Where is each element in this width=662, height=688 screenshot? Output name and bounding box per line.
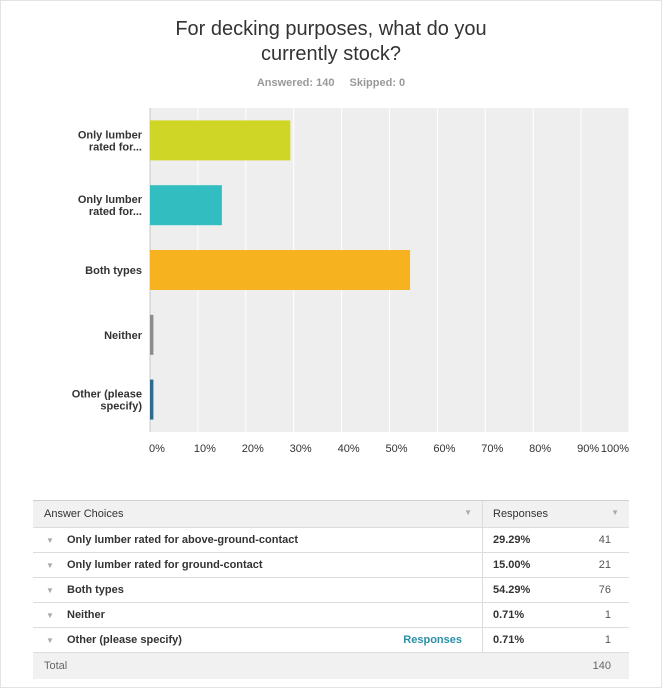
- x-tick-label: 60%: [433, 443, 455, 455]
- table-header: Answer Choices ▼ Responses ▼: [33, 500, 629, 528]
- x-tick-label: 50%: [385, 443, 407, 455]
- skipped-count: Skipped: 0: [349, 77, 406, 89]
- response-count: 1: [565, 627, 629, 653]
- response-stats: Answered: 140 Skipped: 0: [0, 77, 662, 89]
- category-label: rated for...: [89, 141, 142, 153]
- expand-caret-icon[interactable]: ▼: [33, 577, 67, 603]
- x-tick-label: 10%: [194, 443, 216, 455]
- table-row: ▼ Only lumber rated for above-ground-cont…: [33, 527, 629, 553]
- response-percent: 54.29%: [482, 577, 565, 603]
- response-count: 76: [565, 577, 629, 603]
- responses-header-label: Responses: [493, 508, 549, 520]
- answer-choice: Only lumber rated for above-ground-conta…: [67, 527, 377, 553]
- category-label: Other (please: [72, 389, 142, 401]
- answer-choice: Other (please specify): [67, 627, 377, 653]
- answer-choices-header-label: Answer Choices: [44, 508, 124, 520]
- expand-caret-icon[interactable]: ▼: [33, 552, 67, 578]
- responses-link: [376, 552, 483, 578]
- bar: [150, 314, 154, 355]
- bar: [150, 120, 291, 161]
- responses-link: [376, 577, 483, 603]
- table-row: ▼ Neither 0.71% 1: [33, 602, 629, 628]
- response-count: 1: [565, 602, 629, 628]
- category-label: Both types: [85, 265, 142, 277]
- x-tick-label: 40%: [338, 443, 360, 455]
- table-row: ▼ Other (please specify) Responses 0.71% 1: [33, 627, 629, 653]
- x-tick-label: 80%: [529, 443, 551, 455]
- expand-caret-icon[interactable]: ▼: [33, 602, 67, 628]
- table-row: ▼ Both types 54.29% 76: [33, 577, 629, 603]
- x-tick-label: 100%: [601, 443, 629, 455]
- bar: [150, 379, 154, 420]
- total-label: Total: [33, 652, 483, 679]
- responses-link: [376, 602, 483, 628]
- category-label: rated for...: [89, 206, 142, 218]
- category-label: Only lumber: [78, 129, 143, 141]
- expand-caret-icon[interactable]: ▼: [33, 527, 67, 553]
- response-percent: 0.71%: [482, 602, 565, 628]
- category-label: Only lumber: [78, 194, 143, 206]
- responses-table: Answer Choices ▼ Responses ▼ ▼ Only lumbe…: [33, 500, 629, 679]
- response-count: 41: [565, 527, 629, 553]
- expand-caret-icon[interactable]: ▼: [33, 627, 67, 653]
- x-tick-label: 20%: [242, 443, 264, 455]
- bar: [150, 250, 411, 290]
- answer-choice: Both types: [67, 577, 377, 603]
- question-title-line1: For decking purposes, what do you: [175, 18, 487, 40]
- x-tick-label: 70%: [481, 443, 503, 455]
- x-tick-label: 0%: [149, 443, 165, 455]
- responses-header[interactable]: Responses ▼: [482, 500, 629, 528]
- responses-link: [376, 527, 483, 553]
- x-tick-label: 90%: [577, 443, 599, 455]
- category-label: specify): [100, 401, 142, 413]
- answer-choices-header[interactable]: Answer Choices ▼: [33, 500, 483, 528]
- answer-choice: Only lumber rated for ground-contact: [67, 552, 377, 578]
- answered-count: Answered: 140: [256, 77, 335, 89]
- x-tick-label: 30%: [290, 443, 312, 455]
- table-row: ▼ Only lumber rated for ground-contact 15.…: [33, 552, 629, 578]
- category-label: Neither: [104, 330, 143, 342]
- total-count: 140: [565, 652, 629, 679]
- response-percent: 0.71%: [482, 627, 565, 653]
- question-title-line2: currently stock?: [260, 43, 402, 65]
- bar-chart: 0% 10% 20% 30% 40% 50% 60% 70% 80% 90% 100% Only lu…: [72, 108, 630, 455]
- response-count: 21: [565, 552, 629, 578]
- sort-icon[interactable]: ▼: [611, 508, 619, 517]
- sort-icon[interactable]: ▼: [464, 508, 472, 517]
- total-row: Total 140: [33, 652, 629, 679]
- response-percent: 29.29%: [482, 527, 565, 553]
- responses-link[interactable]: Responses: [376, 627, 483, 653]
- answer-choice: Neither: [67, 602, 377, 628]
- bar: [150, 185, 222, 226]
- response-percent: 15.00%: [482, 552, 565, 578]
